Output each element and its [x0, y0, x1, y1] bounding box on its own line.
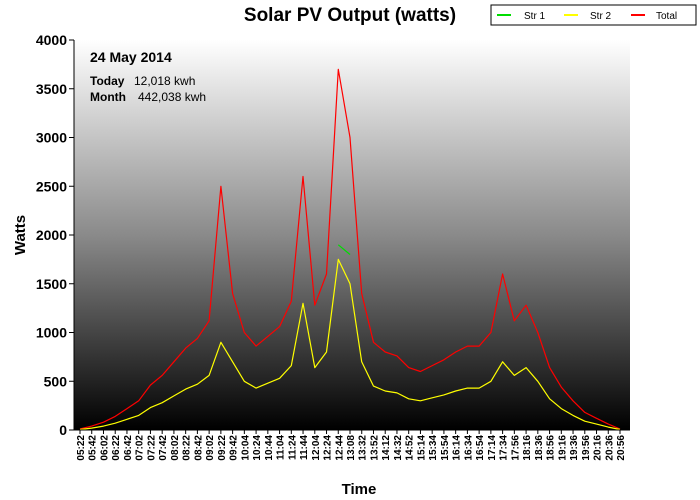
legend-label-str2: Str 2: [590, 11, 612, 22]
y-axis: 0 500 1000 1500 2000 2500 3000 3500 4000: [36, 32, 74, 438]
x-tick-label: 10:44: [264, 435, 275, 461]
y-tick-label: 500: [44, 373, 68, 389]
x-tick-label: 17:56: [510, 435, 521, 461]
x-tick-label: 13:32: [358, 435, 369, 461]
y-tick-label: 4000: [36, 32, 67, 48]
x-tick-label: 15:34: [428, 435, 439, 461]
x-tick-label: 16:14: [452, 435, 463, 461]
x-tick-label: 13:52: [369, 435, 380, 461]
y-tick-label: 0: [59, 422, 67, 438]
x-tick-label: 20:16: [593, 435, 604, 461]
x-tick-label: 11:44: [299, 435, 310, 460]
y-tick-label: 2500: [36, 178, 67, 194]
y-tick-label: 1500: [36, 276, 67, 292]
x-tick-label: 12:24: [323, 435, 334, 461]
x-tick-label: 14:12: [381, 435, 392, 461]
x-tick-label: 15:14: [416, 435, 427, 461]
x-tick-label: 16:34: [463, 435, 474, 461]
y-tick-label: 2000: [36, 227, 67, 243]
legend: Str 1 Str 2 Total: [490, 4, 697, 26]
x-tick-label: 06:42: [123, 435, 134, 461]
x-tick-label: 06:22: [111, 435, 122, 461]
x-tick-label: 14:32: [393, 435, 404, 461]
legend-label-total: Total: [656, 11, 677, 22]
legend-box: [490, 4, 697, 26]
x-tick-label: 07:42: [158, 435, 169, 461]
y-tick-label: 1000: [36, 325, 67, 341]
x-tick-label: 08:22: [182, 435, 193, 461]
x-tick-label: 20:36: [604, 435, 615, 461]
x-tick-label: 12:44: [334, 435, 345, 461]
y-axis-title: Watts: [12, 215, 29, 255]
x-tick-label: 09:42: [229, 435, 240, 461]
x-tick-label: 13:08: [346, 435, 357, 461]
x-tick-label: 19:36: [569, 435, 580, 461]
x-tick-label: 08:02: [170, 435, 181, 461]
x-tick-label: 05:22: [76, 435, 87, 461]
x-tick-label: 19:16: [557, 435, 568, 461]
x-tick-label: 19:56: [581, 435, 592, 461]
x-tick-label: 11:04: [276, 435, 287, 460]
x-axis: 05:22 05:42 06:02 06:22 06:42 07:02 07:22 07:42…: [76, 430, 627, 461]
x-tick-label: 07:22: [146, 435, 157, 461]
plot-area: [74, 40, 630, 430]
y-tick-label: 3500: [36, 81, 67, 97]
x-tick-label: 20:56: [616, 435, 627, 461]
x-tick-label: 10:24: [252, 435, 263, 461]
x-tick-label: 18:56: [546, 435, 557, 461]
x-tick-label: 07:02: [135, 435, 146, 461]
series-line-total: [79, 68, 621, 430]
x-tick-label: 15:54: [440, 435, 451, 461]
x-axis-title: Time: [342, 481, 377, 498]
x-tick-label: 12:04: [311, 435, 322, 461]
y-tick-label: 3000: [36, 130, 67, 146]
x-tick-label: 14:52: [405, 435, 416, 461]
chart-title: Solar PV Output (watts): [244, 5, 456, 26]
x-tick-label: 08:42: [193, 435, 204, 461]
x-tick-label: 05:42: [88, 435, 99, 461]
series-line-str-2: [79, 258, 621, 431]
legend-label-str1: Str 1: [524, 11, 546, 22]
series-line-str-1: [337, 244, 351, 255]
month-label: Month: [90, 90, 126, 104]
series-layer: [79, 68, 621, 431]
x-tick-label: 16:54: [475, 435, 486, 461]
x-tick-label: 11:24: [287, 435, 298, 460]
x-tick-label: 18:36: [534, 435, 545, 461]
x-tick-label: 10:04: [240, 435, 251, 461]
x-tick-label: 06:02: [99, 435, 110, 461]
x-tick-label: 17:34: [499, 435, 510, 461]
x-tick-label: 17:14: [487, 435, 498, 461]
today-value: 12,018 kwh: [134, 74, 195, 88]
info-annotation: 24 May 2014 Today 12,018 kwh Month 442,0…: [90, 49, 206, 104]
x-tick-label: 09:22: [217, 435, 228, 461]
today-label: Today: [90, 74, 125, 88]
month-value: 442,038 kwh: [138, 90, 206, 104]
x-tick-label: 18:16: [522, 435, 533, 461]
x-tick-label: 09:02: [205, 435, 216, 461]
date-label: 24 May 2014: [90, 49, 172, 65]
